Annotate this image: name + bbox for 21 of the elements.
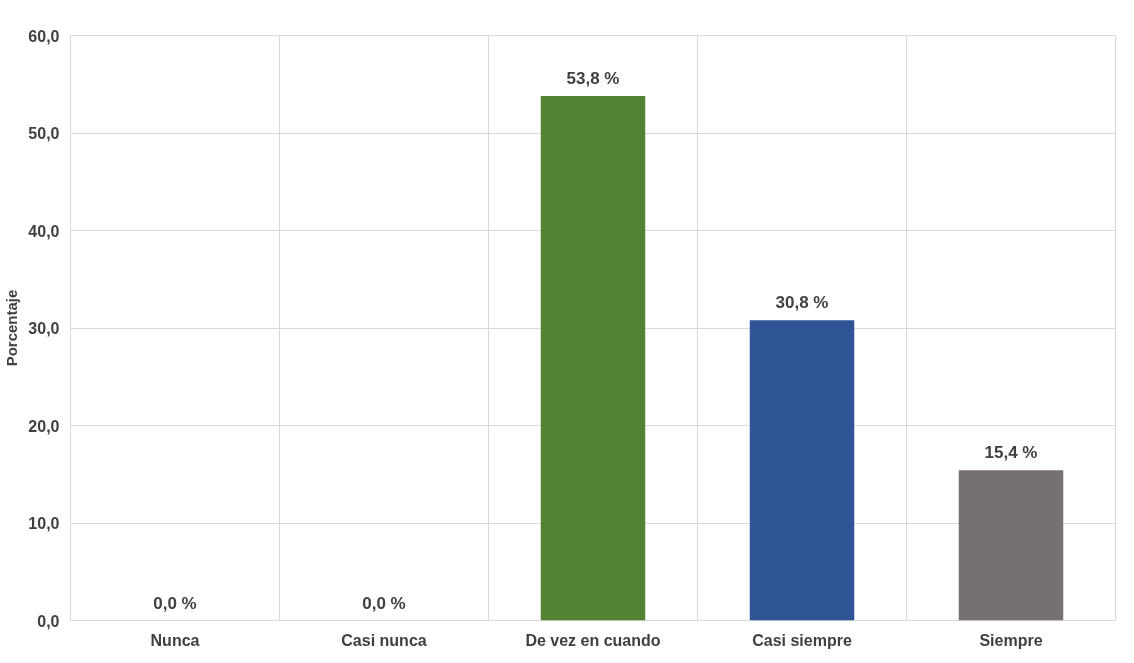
data-label: 30,8 % [775,293,829,313]
x-tick-label: Siempre [979,631,1043,649]
bar [749,320,855,621]
bar [540,95,646,621]
y-tick-label: 10,0 [28,515,60,532]
data-label: 0,0 % [153,593,197,613]
data-label: 0,0 % [362,593,406,613]
y-tick-label: 50,0 [28,125,60,142]
y-tick-label: 60,0 [28,27,60,45]
data-label: 15,4 % [984,443,1038,463]
x-tick-label: De vez en cuando [525,631,661,649]
y-tick-label: 20,0 [28,417,60,435]
data-label: 53,8 % [566,68,620,88]
y-tick-label: 30,0 [28,320,60,337]
bar [958,470,1064,621]
x-tick-label: Casi siempre [752,631,852,649]
x-tick-label: Nunca [150,631,200,649]
x-tick-label: Casi nunca [341,631,427,649]
y-axis-title: Porcentaje [3,289,21,367]
y-tick-label: 40,0 [28,222,60,240]
y-tick-label: 0,0 [37,612,60,630]
